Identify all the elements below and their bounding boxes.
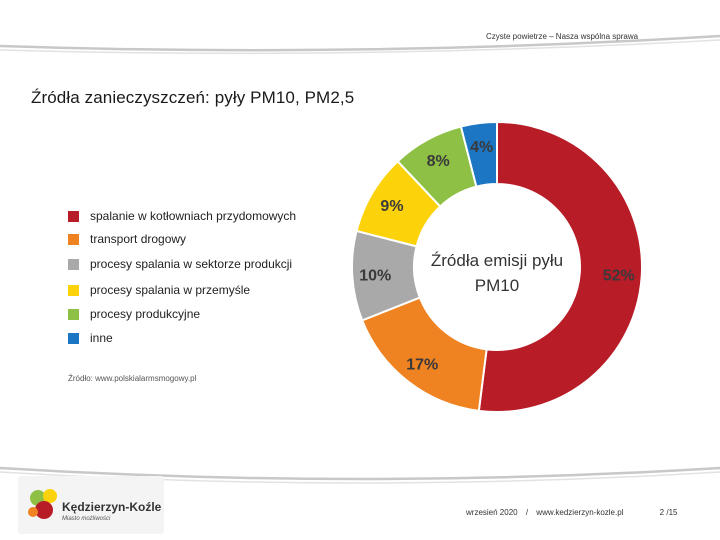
- legend-label: transport drogowy: [90, 232, 187, 246]
- chart-source: Źródło: www.polskialarmsmogowy.pl: [68, 374, 197, 383]
- footer-info: wrzesień 2020 / www.kedzierzyn-kozle.pl …: [466, 508, 683, 517]
- legend-item: procesy produkcyjne: [68, 306, 200, 322]
- donut-slice: [459, 120, 498, 188]
- donut-slice: [360, 296, 488, 412]
- legend-item: transport drogowy: [68, 231, 186, 247]
- footer-date: wrzesień 2020: [466, 508, 518, 517]
- slice-data-label: 10%: [359, 268, 391, 285]
- footer-website[interactable]: www.kedzierzyn-kozle.pl: [536, 508, 624, 517]
- slice-data-label: 4%: [470, 139, 493, 156]
- slice-data-label: 9%: [380, 198, 403, 215]
- slice-data-label: 8%: [427, 153, 450, 170]
- center-label-line1: Źródła emisji pyłu: [431, 251, 563, 270]
- legend-item: spalanie w kotłowniach przydomowych: [68, 208, 296, 224]
- donut-slice: [477, 120, 643, 413]
- slice-data-label: 52%: [603, 268, 635, 285]
- logo-name: Kędzierzyn-Koźle: [62, 500, 162, 514]
- header-tagline: Czyste powietrze – Nasza wspólna sprawa: [486, 32, 639, 41]
- center-label-line2: PM10: [475, 276, 519, 295]
- legend-label: spalanie w kotłowniach przydomowych: [90, 209, 297, 223]
- legend-swatch: [68, 284, 79, 296]
- legend-item: inne: [68, 330, 113, 346]
- legend-label: procesy produkcyjne: [90, 307, 201, 321]
- legend-label: procesy spalania w sektorze produkcji: [90, 257, 293, 271]
- legend-label: inne: [90, 331, 113, 345]
- legend-swatch: [68, 233, 79, 245]
- legend-swatch: [68, 258, 79, 270]
- legend-swatch: [68, 210, 79, 222]
- legend-swatch: [68, 332, 79, 344]
- logo-subtitle: Miasto możliwości: [62, 516, 111, 522]
- slide-title: Źródła zanieczyszczeń: pyły PM10, PM2,5: [31, 88, 355, 107]
- legend-item: procesy spalania w sektorze produkcji: [68, 256, 292, 272]
- donut-chart: 52% 17% 10% 9% 8% 4% Źródła emisji pyłu PM10: [351, 120, 643, 413]
- footer-separator: /: [525, 508, 529, 517]
- legend-item: procesy spalania w przemyśle: [68, 282, 250, 298]
- city-logo: [18, 476, 164, 534]
- slice-data-label: 17%: [406, 356, 438, 373]
- legend-swatch: [68, 308, 79, 320]
- header-swoosh: [0, 34, 720, 55]
- logo-emblem-icon: [28, 489, 57, 519]
- footer-page-number: 2 /15: [659, 508, 678, 517]
- legend-label: procesy spalania w przemyśle: [90, 283, 251, 297]
